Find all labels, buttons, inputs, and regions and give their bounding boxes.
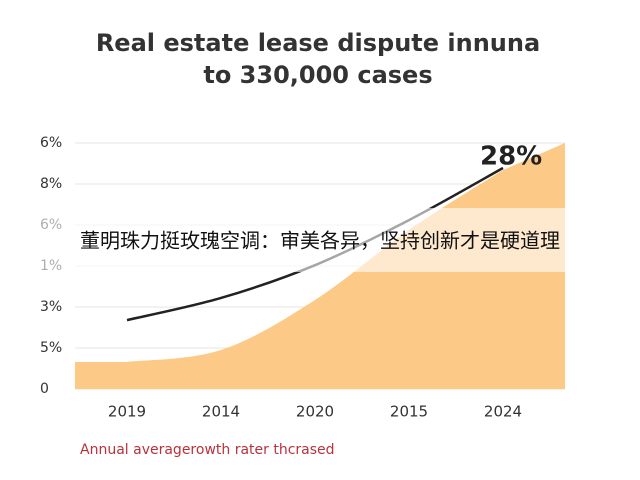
chart-title: Real estate lease dispute innuna — [96, 29, 540, 57]
x-tick-label: 2020 — [296, 403, 334, 421]
x-tick-label: 2019 — [108, 403, 146, 421]
caption-band — [0, 208, 640, 272]
y-tick-label: 5% — [40, 340, 62, 356]
y-tick-label: 0 — [40, 381, 49, 397]
area — [75, 143, 565, 389]
chart-title: to 330,000 cases — [203, 61, 432, 89]
y-tick-label: 8% — [40, 176, 62, 192]
annotation: 28% — [480, 142, 542, 172]
x-tick-label: 2015 — [390, 403, 428, 421]
y-tick-label: 3% — [40, 299, 62, 315]
x-tick-label: 2014 — [202, 403, 240, 421]
footnote: Annual averagerowth rater thcrased — [80, 442, 335, 458]
y-tick-label: 6% — [40, 135, 62, 151]
x-tick-label: 2024 — [484, 403, 522, 421]
overlay-caption: 董明珠力挺玫瑰空调：审美各异，坚持创新才是硬道理 — [80, 229, 560, 253]
